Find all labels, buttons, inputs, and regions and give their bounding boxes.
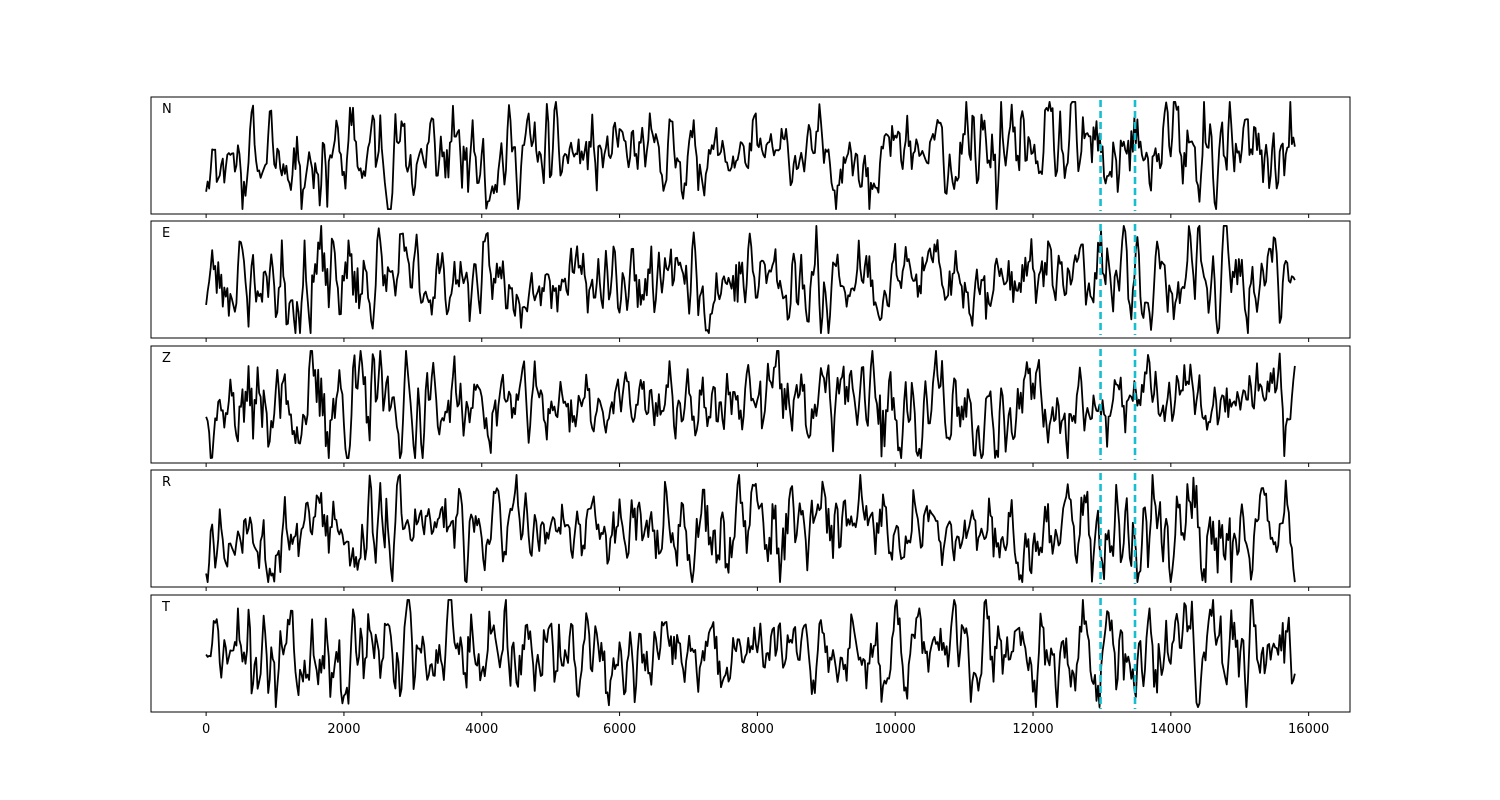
x-tick-label: 10000 xyxy=(875,722,916,737)
panel-frame-z xyxy=(150,345,1351,464)
x-tick-label: 16000 xyxy=(1288,722,1329,737)
trace-z xyxy=(205,349,1296,460)
x-tick-label: 4000 xyxy=(465,722,498,737)
x-tick-label: 8000 xyxy=(741,722,774,737)
x-tick-label: 14000 xyxy=(1150,722,1191,737)
x-tick-label: 0 xyxy=(202,722,210,737)
panel-frame-e xyxy=(150,220,1351,339)
panel-frame-t xyxy=(150,594,1351,713)
panel-frame-n xyxy=(150,96,1351,215)
panel-label-n: N xyxy=(162,102,172,117)
trace-t xyxy=(205,598,1296,709)
panel-label-t: T xyxy=(161,600,170,615)
trace-n xyxy=(205,100,1296,211)
panel-frame-r xyxy=(150,469,1351,588)
x-tick-label: 6000 xyxy=(603,722,636,737)
x-tick-label: 2000 xyxy=(327,722,360,737)
panel-label-e: E xyxy=(162,226,170,241)
trace-e xyxy=(205,224,1296,335)
x-tick-label: 12000 xyxy=(1012,722,1053,737)
trace-r xyxy=(205,473,1296,584)
panel-label-z: Z xyxy=(162,351,171,366)
panel-label-r: R xyxy=(162,475,171,490)
